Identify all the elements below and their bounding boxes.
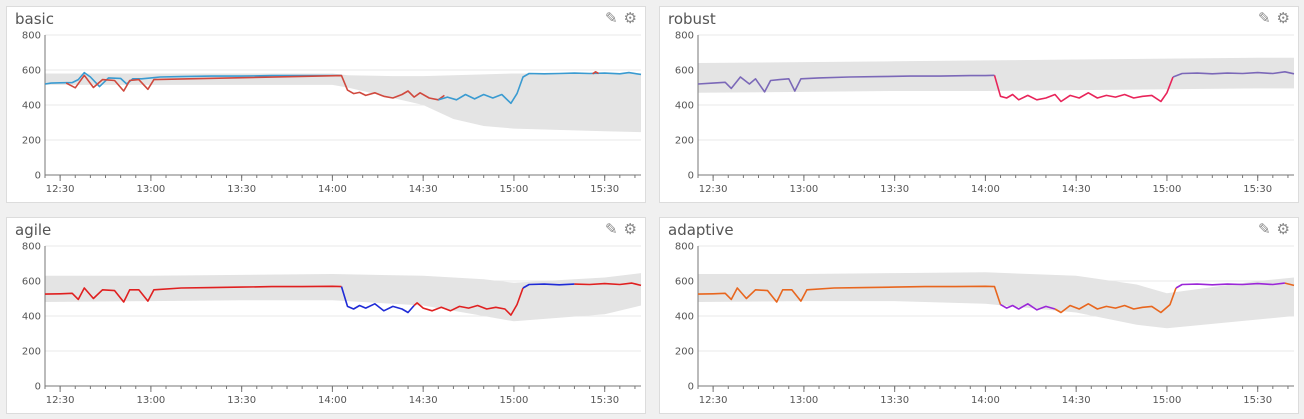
series-line <box>697 285 1002 305</box>
gear-icon[interactable]: ⚙ <box>623 221 637 238</box>
x-tick-label: 13:30 <box>880 395 909 406</box>
x-tick-label: 14:00 <box>318 184 347 195</box>
x-tick-label: 14:30 <box>409 184 438 195</box>
panel-title: agile <box>15 221 52 239</box>
x-tick-label: 13:30 <box>227 395 256 406</box>
y-tick-label: 400 <box>22 101 41 112</box>
series-line <box>1172 71 1295 78</box>
series-line <box>1284 282 1295 287</box>
y-tick-label: 0 <box>35 171 41 182</box>
series-line <box>1054 287 1177 314</box>
y-tick-label: 200 <box>675 347 694 358</box>
x-tick-label: 15:30 <box>1243 184 1272 195</box>
y-tick-label: 600 <box>22 66 41 77</box>
y-tick-label: 600 <box>675 66 694 77</box>
y-tick-label: 400 <box>675 101 694 112</box>
panel-agile: agile ✎ ⚙ 0 200 400 600 800 12:30 13:00 13:30 14:… <box>6 217 646 414</box>
panel-adaptive: adaptive ✎ ⚙ 0 200 400 600 800 12:30 13:00 13:30… <box>659 217 1299 414</box>
y-tick-label: 800 <box>22 242 41 253</box>
x-tick-label: 13:00 <box>789 395 818 406</box>
x-tick-label: 15:30 <box>590 395 619 406</box>
panel-title: robust <box>668 10 716 28</box>
chart-robust: 0 200 400 600 800 12:30 13:00 13:30 14:00 14:30 15… <box>675 31 1295 195</box>
gear-icon[interactable]: ⚙ <box>1276 10 1290 27</box>
x-tick-label: 14:00 <box>971 184 1000 195</box>
series-line <box>1175 282 1285 289</box>
x-tick-label: 13:30 <box>227 184 256 195</box>
chart-agile: 0 200 400 600 800 12:30 13:00 13:30 14:00 14:30 15… <box>22 242 642 406</box>
y-tick-label: 0 <box>688 382 694 393</box>
series-line <box>65 74 445 101</box>
y-tick-label: 200 <box>22 136 41 147</box>
pencil-icon[interactable]: ✎ <box>1257 221 1271 238</box>
series-line <box>592 71 599 75</box>
x-tick-label: 15:00 <box>1153 395 1182 406</box>
series-line <box>44 285 342 303</box>
series-line <box>1000 303 1056 311</box>
series-line <box>697 74 995 93</box>
x-tick-label: 14:00 <box>318 395 347 406</box>
x-tick-label: 13:00 <box>789 184 818 195</box>
y-tick-label: 0 <box>35 382 41 393</box>
x-tick-label: 15:30 <box>1243 395 1272 406</box>
series-line <box>522 283 575 289</box>
x-tick-label: 14:30 <box>1062 395 1091 406</box>
x-tick-label: 13:00 <box>136 395 165 406</box>
series-line <box>340 286 415 314</box>
y-tick-label: 400 <box>675 312 694 323</box>
pencil-icon[interactable]: ✎ <box>604 221 618 238</box>
expected-range-band <box>45 273 641 322</box>
x-tick-label: 15:00 <box>500 395 529 406</box>
expected-range-band <box>698 57 1294 93</box>
series-line <box>574 282 642 287</box>
panel-robust: robust ✎ ⚙ 0 200 400 600 800 12:30 13:00 13:30 14… <box>659 6 1299 203</box>
x-tick-label: 14:00 <box>971 395 1000 406</box>
expected-range-band <box>45 73 641 133</box>
expected-range-band <box>698 272 1294 329</box>
panel-title: basic <box>15 10 54 28</box>
x-tick-label: 13:00 <box>136 184 165 195</box>
y-tick-label: 600 <box>675 277 694 288</box>
series-line <box>413 287 524 316</box>
x-tick-label: 13:30 <box>880 184 909 195</box>
series-line <box>993 75 1174 103</box>
x-tick-label: 15:00 <box>1153 184 1182 195</box>
x-tick-label: 12:30 <box>46 184 75 195</box>
panel-title: adaptive <box>668 221 734 239</box>
gear-icon[interactable]: ⚙ <box>1276 221 1290 238</box>
y-tick-label: 200 <box>675 136 694 147</box>
y-tick-label: 200 <box>22 347 41 358</box>
x-tick-label: 15:30 <box>590 184 619 195</box>
x-tick-label: 12:30 <box>46 395 75 406</box>
x-tick-label: 15:00 <box>500 184 529 195</box>
pencil-icon[interactable]: ✎ <box>1257 10 1271 27</box>
y-tick-label: 400 <box>22 312 41 323</box>
x-tick-label: 12:30 <box>699 395 728 406</box>
y-tick-label: 800 <box>22 31 41 42</box>
x-tick-label: 12:30 <box>699 184 728 195</box>
pencil-icon[interactable]: ✎ <box>604 10 618 27</box>
y-tick-label: 0 <box>688 171 694 182</box>
x-tick-label: 14:30 <box>1062 184 1091 195</box>
y-tick-label: 800 <box>675 31 694 42</box>
panel-basic: basic ✎ ⚙ 0 200 400 600 800 12:30 13:00 13:30 14:… <box>6 6 646 203</box>
series-line <box>438 71 642 105</box>
y-tick-label: 800 <box>675 242 694 253</box>
x-tick-label: 14:30 <box>409 395 438 406</box>
chart-basic: 0 200 400 600 800 12:30 13:00 13:30 14:00 14:30 15… <box>22 31 642 195</box>
y-tick-label: 600 <box>22 277 41 288</box>
chart-adaptive: 0 200 400 600 800 12:30 13:00 13:30 14:00 14:30 15… <box>675 242 1295 406</box>
gear-icon[interactable]: ⚙ <box>623 10 637 27</box>
